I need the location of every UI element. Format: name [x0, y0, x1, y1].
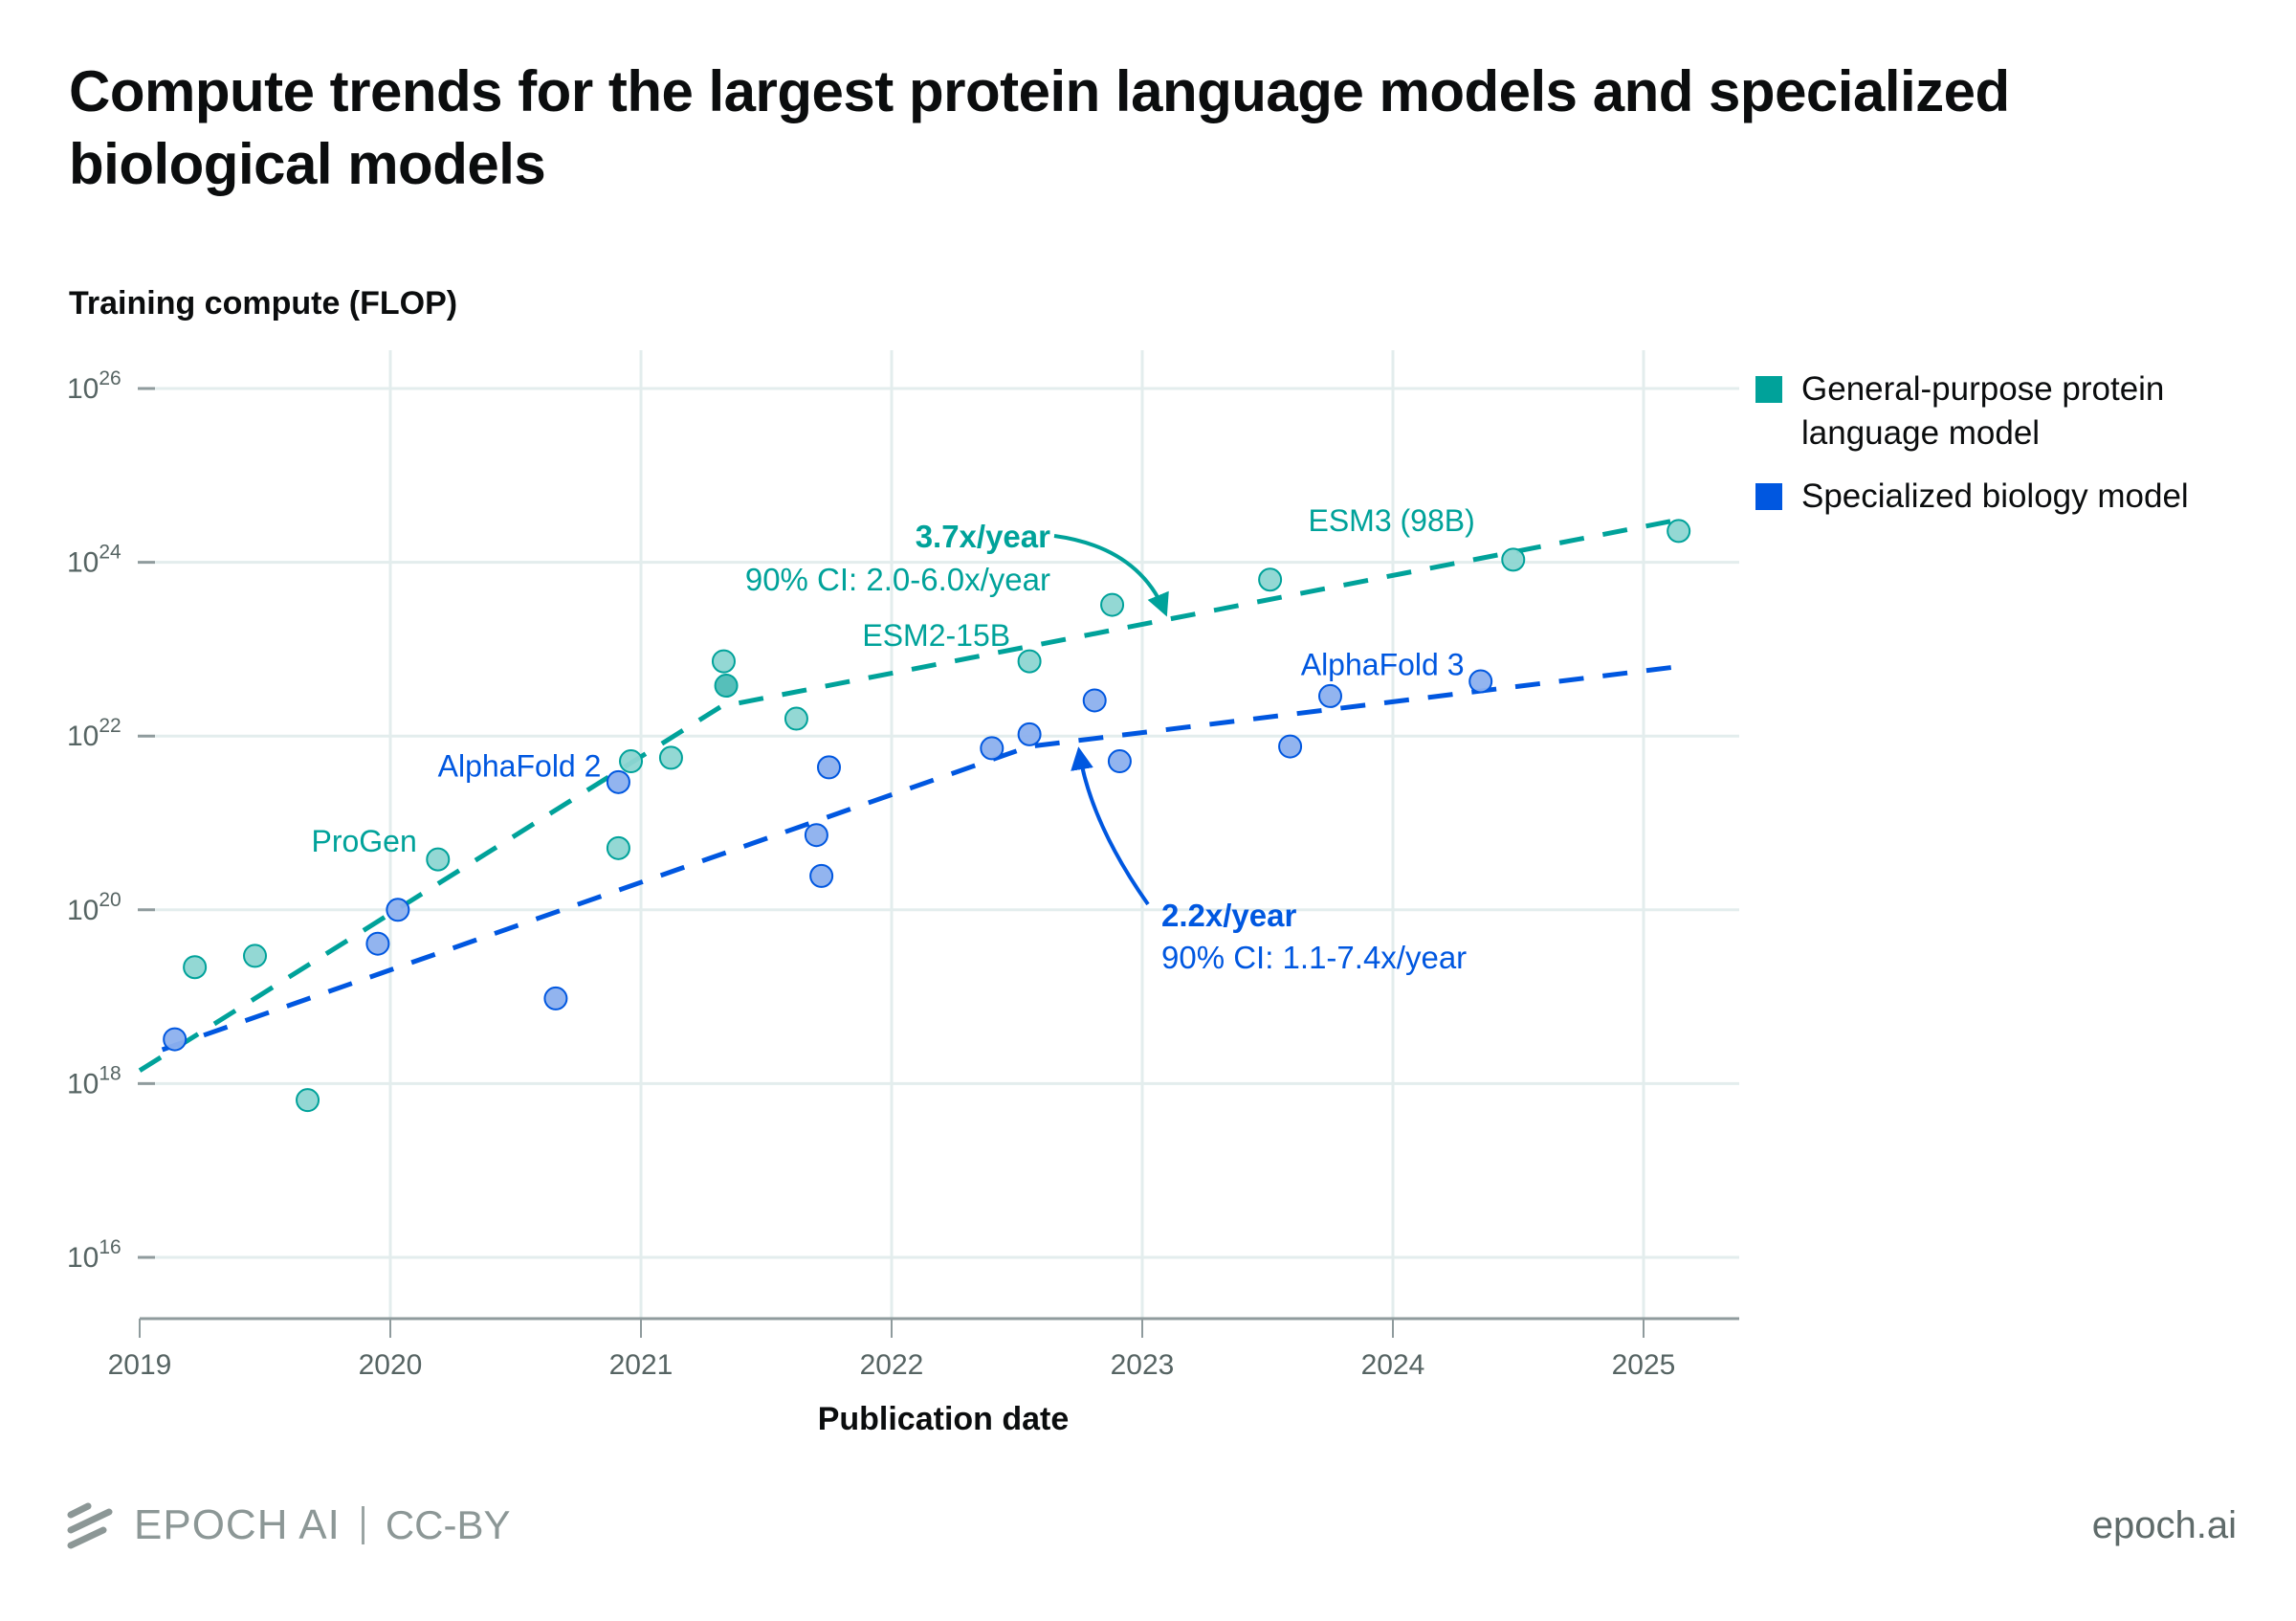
trend-line-general: [138, 517, 1680, 1073]
arrow-general: [1053, 534, 1169, 617]
y-tick-label: 1018: [67, 1062, 121, 1099]
data-point-specialized: [163, 1027, 188, 1052]
legend: General-purpose protein language model S…: [1755, 367, 2272, 538]
data-point-general: [1100, 592, 1125, 617]
data-point-general: [658, 745, 683, 770]
data-point-general: [1017, 649, 1042, 674]
data-point-general: [606, 835, 630, 860]
x-tick-label: 2024: [1361, 1349, 1425, 1381]
data-point-specialized: [543, 986, 568, 1010]
legend-item-general[interactable]: General-purpose protein language model: [1755, 367, 2272, 455]
annotations: ProGen ESM2-15B ESM3 (98B) AlphaFold 2 Alpha…: [311, 503, 1474, 975]
growth-rate-general: 3.7x/year: [916, 519, 1050, 554]
point-label: ProGen: [311, 824, 416, 858]
trend-lines: [138, 517, 1680, 1073]
legend-item-specialized[interactable]: Specialized biology model: [1755, 475, 2272, 519]
data-point-general: [183, 955, 208, 980]
data-point-general: [619, 749, 644, 774]
x-tick-label: 2021: [609, 1349, 673, 1381]
data-point-general: [1258, 567, 1283, 592]
y-axis-label: Training compute (FLOP): [69, 285, 458, 322]
growth-rate-specialized: 2.2x/year: [1161, 898, 1296, 933]
data-point-general: [243, 944, 268, 968]
point-label: ESM3 (98B): [1308, 503, 1474, 538]
data-point-specialized: [606, 769, 630, 794]
data-point-specialized: [980, 736, 1004, 761]
y-tick-label: 1016: [67, 1236, 121, 1274]
legend-label-general: General-purpose protein language model: [1801, 370, 2165, 452]
data-point-specialized: [809, 863, 834, 888]
arrow-specialized: [1071, 746, 1150, 906]
x-tick-label: 2025: [1612, 1349, 1676, 1381]
x-tick-label: 2019: [108, 1349, 172, 1381]
ci-specialized: 90% CI: 1.1-7.4x/year: [1161, 940, 1467, 975]
x-tick-label: 2020: [359, 1349, 423, 1381]
point-label: AlphaFold 2: [438, 748, 602, 783]
x-tick-label: 2022: [860, 1349, 924, 1381]
data-point-general: [1501, 547, 1526, 572]
data-point-specialized: [1017, 722, 1042, 746]
y-tick-label: 1024: [67, 542, 121, 579]
footer-separator: [361, 1506, 364, 1544]
epoch-logo-icon: [67, 1502, 113, 1549]
data-point-specialized: [1468, 669, 1493, 694]
data-point-general: [784, 706, 808, 731]
y-tick-label: 1022: [67, 715, 121, 752]
legend-swatch-specialized: [1755, 483, 1782, 510]
data-point-specialized: [1082, 688, 1107, 713]
point-label: ESM2-15B: [862, 618, 1010, 653]
data-point-specialized: [1278, 734, 1303, 759]
y-tick-exponent: 20: [99, 889, 121, 911]
chart-title: Compute trends for the largest protein l…: [69, 59, 2010, 196]
data-point-general: [1667, 519, 1691, 544]
y-tick-label: 1026: [67, 367, 121, 405]
site-link[interactable]: epoch.ai: [2091, 1504, 2237, 1546]
ci-general: 90% CI: 2.0-6.0x/year: [745, 562, 1050, 597]
data-point-specialized: [804, 823, 828, 848]
grid: [155, 350, 1739, 1319]
x-tick-label: 2023: [1111, 1349, 1175, 1381]
y-tick-label: 1020: [67, 889, 121, 926]
y-tick-exponent: 26: [99, 367, 121, 389]
footer-brand: EPOCH AI CC-BY: [67, 1500, 511, 1550]
data-point-general: [426, 847, 451, 872]
data-point-specialized: [1318, 683, 1342, 708]
data-point-specialized: [1107, 749, 1132, 774]
data-point-specialized: [365, 931, 390, 956]
y-tick-exponent: 24: [99, 542, 121, 564]
brand-name: EPOCH AI: [134, 1501, 341, 1548]
x-axis-label: Publication date: [817, 1401, 1070, 1437]
y-tick-exponent: 18: [99, 1062, 121, 1084]
data-point-general: [296, 1088, 320, 1113]
y-tick-exponent: 16: [99, 1236, 121, 1258]
legend-swatch-general: [1755, 376, 1782, 403]
data-point-specialized: [817, 755, 841, 780]
data-point-specialized: [386, 898, 410, 922]
legend-label-specialized: Specialized biology model: [1801, 477, 2189, 515]
data-point-general: [711, 649, 736, 674]
data-points: [163, 519, 1691, 1113]
license-label: CC-BY: [385, 1502, 511, 1547]
y-tick-exponent: 22: [99, 715, 121, 737]
data-point-general: [714, 674, 739, 699]
point-label: AlphaFold 3: [1301, 647, 1465, 681]
